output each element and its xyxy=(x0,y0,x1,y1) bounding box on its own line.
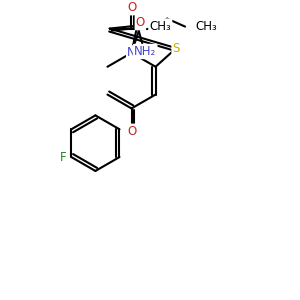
Text: N: N xyxy=(127,46,136,59)
Text: O: O xyxy=(127,125,136,138)
Text: O: O xyxy=(136,16,145,29)
Text: CH₃: CH₃ xyxy=(149,20,171,33)
Text: S: S xyxy=(172,42,180,55)
Text: F: F xyxy=(60,151,66,164)
Text: NH₂: NH₂ xyxy=(134,45,156,58)
Text: O: O xyxy=(128,1,137,14)
Text: CH₃: CH₃ xyxy=(195,20,217,33)
